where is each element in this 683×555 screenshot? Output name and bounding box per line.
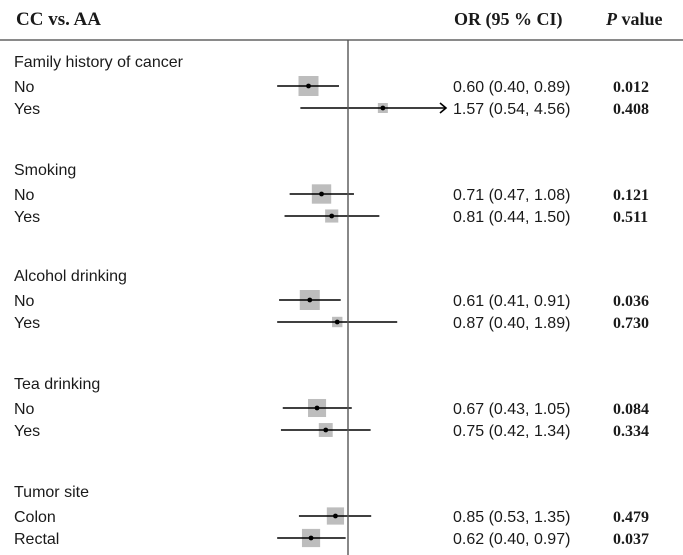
or-ci-value: 0.62 (0.40, 0.97) [453, 531, 570, 548]
group-header: Tumor site [14, 484, 89, 501]
p-value: 0.479 [613, 509, 649, 526]
row-label: Colon [14, 509, 56, 526]
row-label: No [14, 293, 35, 310]
p-italic-letter: P [605, 9, 618, 29]
or-ci-value: 1.57 (0.54, 4.56) [453, 101, 570, 118]
point-estimate [323, 427, 329, 433]
or-ci-value: 0.61 (0.41, 0.91) [453, 293, 570, 310]
point-estimate [380, 105, 386, 111]
or-ci-value: 0.67 (0.43, 1.05) [453, 401, 570, 418]
p-value-suffix: value [617, 9, 663, 29]
point-estimate [334, 319, 340, 325]
row-label: Rectal [14, 531, 59, 548]
or-ci-value: 0.75 (0.42, 1.34) [453, 423, 570, 440]
group-header: Tea drinking [14, 376, 100, 393]
p-value: 0.121 [613, 187, 649, 204]
row-label: Yes [14, 315, 40, 332]
row-label: Yes [14, 101, 40, 118]
or-ci-value: 0.87 (0.40, 1.89) [453, 315, 570, 332]
row-label: Yes [14, 209, 40, 226]
p-value: 0.334 [613, 423, 649, 440]
p-value-column-header: P value [605, 9, 663, 29]
group-header: Family history of cancer [14, 54, 184, 71]
point-estimate [333, 513, 338, 519]
or-ci-value: 0.60 (0.40, 0.89) [453, 79, 570, 96]
p-value: 0.037 [613, 531, 649, 548]
p-value: 0.084 [613, 401, 649, 418]
point-estimate [306, 83, 311, 89]
p-value: 0.730 [613, 315, 649, 332]
or-column-header: OR (95 % CI) [454, 9, 563, 30]
row-label: Yes [14, 423, 40, 440]
or-ci-value: 0.71 (0.47, 1.08) [453, 187, 570, 204]
point-estimate [329, 213, 335, 219]
point-estimate [314, 405, 320, 411]
row-label: No [14, 187, 35, 204]
group-header: Smoking [14, 162, 76, 179]
or-ci-value: 0.85 (0.53, 1.35) [453, 509, 570, 526]
group-header: Alcohol drinking [14, 268, 127, 285]
row-label: No [14, 79, 35, 96]
p-value: 0.511 [613, 209, 648, 226]
row-label: No [14, 401, 35, 418]
comparison-title: CC vs. AA [16, 9, 101, 30]
p-value: 0.036 [613, 293, 649, 310]
point-estimate [319, 191, 324, 197]
p-value: 0.012 [613, 79, 649, 96]
point-estimate [308, 535, 314, 541]
or-ci-value: 0.81 (0.44, 1.50) [453, 209, 570, 226]
forest-rows: Family history of cancer No 0.60 (0.40, 0.… [14, 54, 649, 548]
p-value: 0.408 [613, 101, 649, 118]
ci-arrow [439, 102, 448, 114]
point-estimate [307, 297, 313, 303]
